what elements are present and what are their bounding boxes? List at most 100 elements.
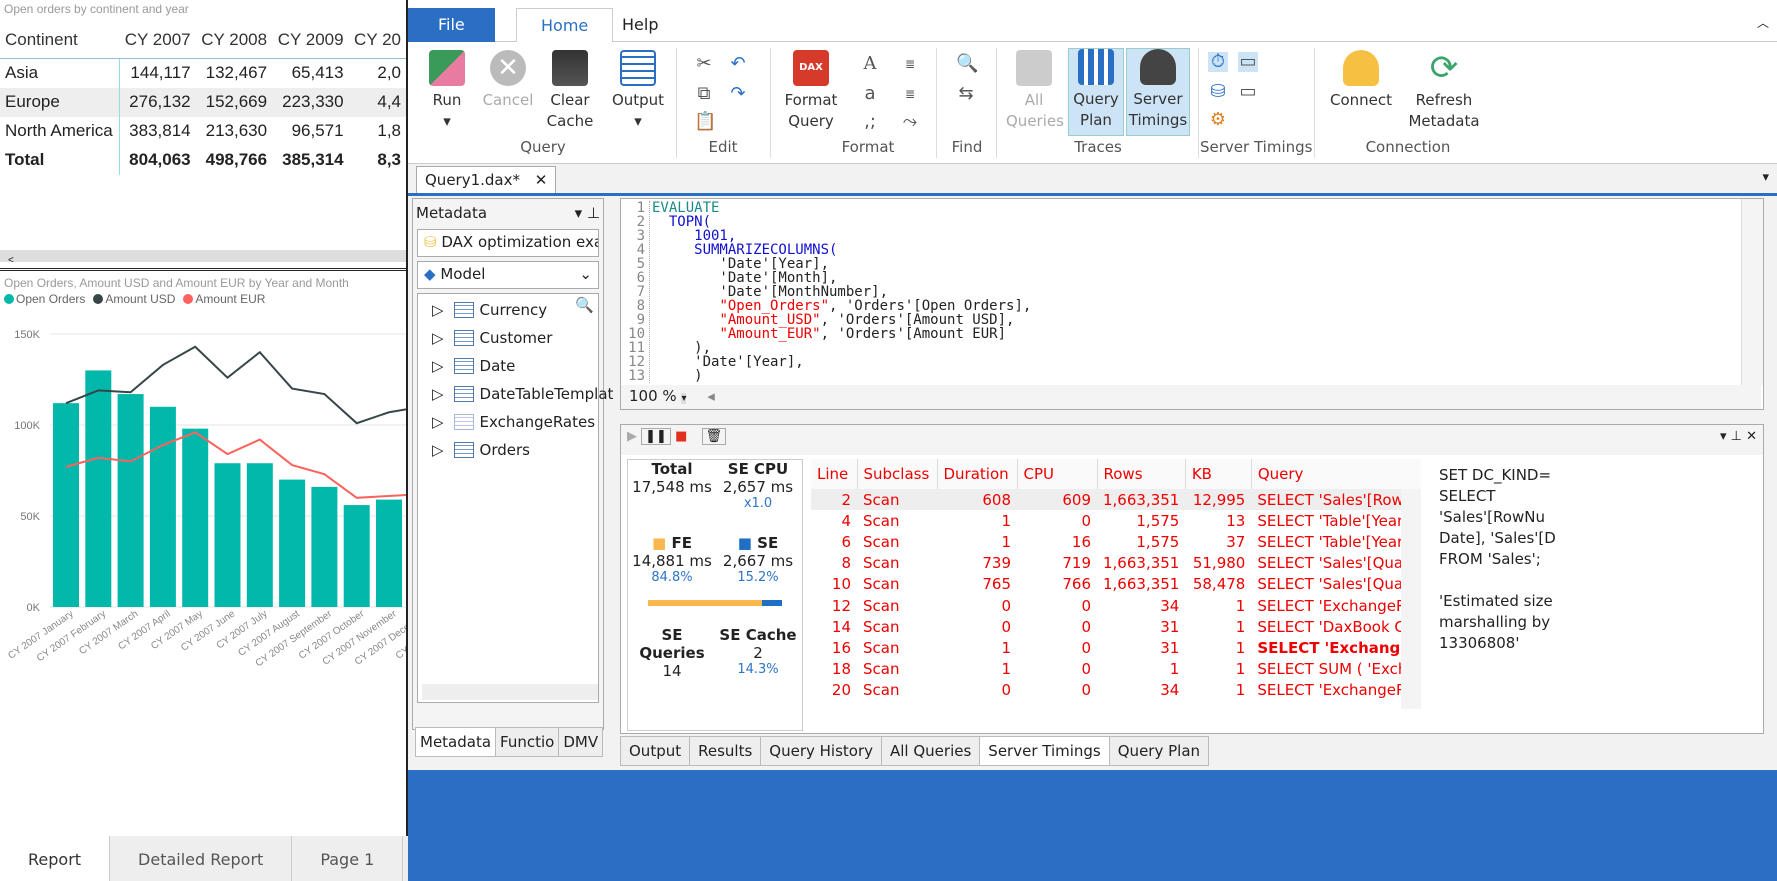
tab-all-queries[interactable]: All Queries (881, 736, 981, 766)
legend-amount-usd[interactable]: Amount USD (93, 292, 175, 306)
paste-icon[interactable]: 📋 (694, 111, 717, 132)
detail-line: Date], 'Sales'[D (1439, 529, 1556, 547)
copy-icon[interactable]: ⧉ (697, 83, 711, 104)
model-selector[interactable]: ◆ Model ⌄ (417, 261, 599, 289)
header[interactable]: Continent (0, 22, 120, 59)
search-icon[interactable]: 🔍 (575, 296, 594, 314)
clear-cache-button[interactable]: Clear Cache (544, 50, 596, 132)
stop-icon[interactable]: ■ (675, 429, 688, 444)
tab-query-plan[interactable]: Query Plan (1108, 736, 1210, 766)
query-editor[interactable]: 1 2 3 4 5 6 7 8 9 10 11 12 13 EVALUATE TOPN( 1001, S… (620, 198, 1764, 410)
tab-help[interactable]: Help (622, 15, 659, 34)
table-row[interactable]: 4 Scan 1 0 1,575 13 SELECT 'Table'[Year], 'Ta (811, 510, 1421, 531)
format-query-button[interactable]: DAX Format Query (780, 50, 842, 132)
table-row[interactable]: 10 Scan 765 766 1,663,351 58,478 SELECT 'Sales… (811, 574, 1421, 595)
column-header[interactable]: KB (1185, 459, 1252, 489)
column-header[interactable]: Duration (937, 459, 1018, 489)
column-header[interactable]: Rows (1097, 459, 1186, 489)
bottom-tabs: Output Results Query History All Queries Ser… (620, 736, 1210, 766)
tab-page-1[interactable]: Page 1 (292, 836, 404, 881)
pin-icon[interactable]: ▾ ⊥ (574, 204, 600, 222)
table-row[interactable]: 2 Scan 608 609 1,663,351 12,995 SELECT 'Sales'… (811, 489, 1421, 511)
table-row[interactable]: 18 Scan 1 0 1 1 SELECT SUM ( 'Exchang (811, 659, 1421, 680)
tab-file[interactable]: File (408, 8, 495, 42)
header[interactable]: CY 2007 (119, 22, 196, 59)
tree-item-orders[interactable]: ▷ Orders (432, 441, 530, 459)
lowercase-icon[interactable]: a (864, 83, 876, 104)
panel-icon[interactable]: ▭ (1239, 81, 1257, 102)
editor-scrollbar[interactable] (1741, 199, 1763, 385)
power-bi-report: Open orders by continent and year Contin… (0, 0, 408, 881)
legend-amount-eur[interactable]: Amount EUR (183, 292, 265, 306)
legend-open-orders[interactable]: Open Orders (4, 292, 85, 306)
table-row[interactable]: 14 Scan 0 0 31 1 SELECT 'DaxBook Curre (811, 616, 1421, 637)
tree-item-currency[interactable]: ▷ Currency (432, 301, 548, 319)
tab-report[interactable]: Report (0, 836, 111, 881)
tree-item-date[interactable]: ▷ Date (432, 357, 516, 375)
tab-query-history[interactable]: Query History (760, 736, 882, 766)
zoom-dropdown-icon[interactable]: ▾ (681, 393, 687, 404)
close-tab-icon[interactable]: ✕ (534, 171, 548, 189)
find-icon[interactable]: 🔍 (956, 53, 979, 74)
table-row[interactable]: 16 Scan 1 0 31 1 SELECT 'ExchangeRat (811, 637, 1421, 658)
cancel-button[interactable]: ✕ Cancel (480, 50, 536, 111)
cell: 0 (1001, 681, 1011, 700)
document-tab[interactable]: Query1.dax* ✕ (416, 166, 557, 194)
start-trace-icon[interactable]: ▶ (627, 429, 637, 444)
tab-functions[interactable]: Functio (495, 727, 560, 757)
connect-button[interactable]: Connect (1328, 50, 1394, 111)
tab-results[interactable]: Results (689, 736, 762, 766)
horizontal-scrollbar[interactable]: < (0, 250, 406, 266)
timer-icon[interactable]: ⏱ (1208, 52, 1228, 72)
tree-scrollbar[interactable] (422, 684, 598, 700)
table-row[interactable]: 6 Scan 1 16 1,575 37 SELECT 'Table'[Year], 'Ta (811, 531, 1421, 552)
collapse-ribbon-icon[interactable]: ︿ (1756, 16, 1769, 30)
tree-item-datetabletemplate[interactable]: ▷ DateTableTemplat (432, 385, 614, 403)
swap-delimiter-icon[interactable]: ≣ (904, 87, 916, 101)
clear-trace-icon[interactable]: 🗑 (701, 428, 727, 445)
table-row[interactable]: 20 Scan 0 0 34 1 SELECT 'ExchangeRates (811, 680, 1421, 701)
database-selector[interactable]: ⛁ DAX optimization exa (417, 229, 599, 257)
tab-dmv[interactable]: DMV (558, 727, 604, 757)
tab-detailed-report[interactable]: Detailed Report (110, 836, 293, 881)
indent-icon[interactable]: ≣ (904, 57, 916, 71)
column-header[interactable]: Line (811, 459, 858, 489)
tree-item-customer[interactable]: ▷ Customer (432, 329, 553, 347)
zoom-level[interactable]: 100 % (629, 387, 677, 405)
settings-icon[interactable]: ⚙ (1209, 109, 1227, 130)
output-button[interactable]: Output ▾ (608, 50, 668, 132)
header[interactable]: CY 2008 (195, 22, 273, 59)
tab-home[interactable]: Home (516, 8, 614, 42)
comma-icon[interactable]: ,; (864, 111, 876, 132)
header[interactable]: CY 20 (348, 22, 406, 59)
tab-menu-icon[interactable]: ▾ (1762, 170, 1769, 185)
cell: 10 (831, 575, 851, 594)
tree-item-exchangerates[interactable]: ▷ ExchangeRates (432, 413, 596, 431)
replace-icon[interactable]: ⇆ (958, 83, 974, 104)
tab-server-timings[interactable]: Server Timings (979, 736, 1110, 766)
all-queries-button[interactable]: All Queries (1006, 50, 1064, 132)
refresh-metadata-button[interactable]: ⟳ Refresh Metadata (1408, 48, 1480, 130)
server-timings-button[interactable]: Server Timings (1126, 48, 1190, 136)
tab-metadata[interactable]: Metadata (415, 727, 497, 757)
table-row[interactable]: 8 Scan 739 719 1,663,351 51,980 SELECT 'Sales'… (811, 553, 1421, 574)
table-scrollbar[interactable] (1401, 489, 1421, 709)
merge-icon[interactable]: ⤳ (902, 111, 918, 132)
cut-icon[interactable]: ✂ (696, 53, 712, 74)
server-timings-pane: ▶ ❚❚ ■ 🗑 ▾ ⊥ ✕ Total 17,548 ms SE CPU 2,65… (620, 424, 1764, 734)
undo-icon[interactable]: ↶ (730, 53, 746, 74)
pause-icon[interactable]: ❚❚ (641, 428, 671, 445)
font-icon[interactable]: A (863, 53, 877, 74)
run-button[interactable]: Run ▾ (422, 50, 472, 132)
query-plan-button[interactable]: Query Plan (1068, 48, 1124, 136)
layout-icon[interactable]: ▭ (1238, 51, 1258, 72)
column-header[interactable]: CPU (1017, 459, 1098, 489)
column-header[interactable]: Subclass (857, 459, 938, 489)
table-row[interactable]: 12 Scan 0 0 34 1 SELECT 'ExchangeRates (811, 595, 1421, 616)
redo-icon[interactable]: ↷ (730, 83, 746, 104)
header[interactable]: CY 2009 (272, 22, 349, 59)
tab-output[interactable]: Output (620, 736, 691, 766)
column-header[interactable]: Query (1251, 459, 1421, 489)
database-icon[interactable]: ⛁ (1210, 81, 1226, 102)
pane-controls-icon[interactable]: ▾ ⊥ ✕ (1719, 429, 1757, 444)
